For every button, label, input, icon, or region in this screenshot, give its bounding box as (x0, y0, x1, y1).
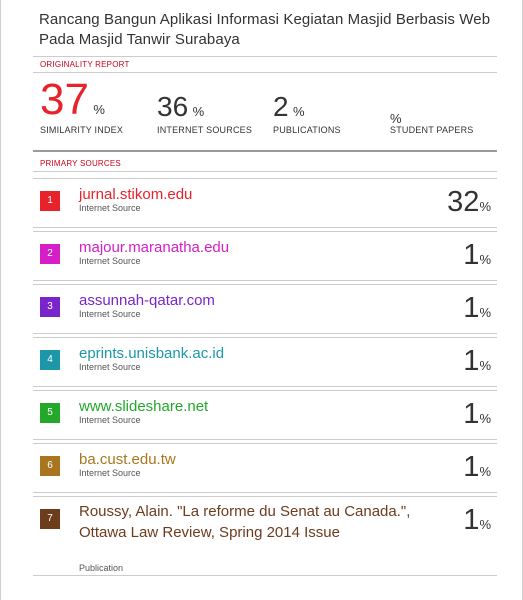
rank-badge: 4 (40, 350, 60, 370)
divider (33, 56, 497, 57)
source-percent: 1% (463, 293, 491, 323)
similarity-index-value: 37 (40, 75, 89, 124)
source-percent-value: 1 (463, 345, 479, 377)
source-name: majour.maranatha.edu (79, 238, 229, 258)
source-name: ba.cust.edu.tw (79, 450, 176, 470)
publications-label: PUBLICATIONS (273, 125, 341, 135)
source-row-1: 1 jurnal.stikom.edu Internet Source 32% (33, 178, 497, 228)
internet-sources-unit: % (193, 104, 205, 119)
publications-stat: 2 % PUBLICATIONS (273, 92, 305, 122)
divider (33, 150, 497, 152)
source-type: Internet Source (79, 415, 141, 425)
source-name: www.slideshare.net (79, 397, 208, 417)
source-row-2: 2 majour.maranatha.edu Internet Source 1… (33, 231, 497, 281)
publications-unit: % (293, 104, 305, 119)
primary-sources-label: PRIMARY SOURCES (40, 159, 121, 168)
source-row-6: 6 ba.cust.edu.tw Internet Source 1% (33, 443, 497, 493)
source-row-3: 3 assunnah-qatar.com Internet Source 1% (33, 284, 497, 334)
similarity-index-unit: % (93, 102, 105, 117)
rank-badge: 5 (40, 403, 60, 423)
source-type: Internet Source (79, 256, 141, 266)
source-row-7: 7 Roussy, Alain. "La reforme du Senat au… (33, 496, 497, 576)
left-border (0, 0, 1, 600)
similarity-index-stat: 37 % SIMILARITY INDEX (40, 78, 105, 122)
source-row-4: 4 eprints.unisbank.ac.id Internet Source… (33, 337, 497, 387)
rank-badge: 2 (40, 244, 60, 264)
source-type: Internet Source (79, 203, 141, 213)
rank-badge: 7 (40, 509, 60, 529)
source-percent: 1% (463, 399, 491, 429)
source-name: eprints.unisbank.ac.id (79, 344, 224, 364)
source-percent: 1% (463, 452, 491, 482)
source-percent-unit: % (479, 358, 491, 373)
source-percent-unit: % (479, 199, 491, 214)
source-percent: 32% (447, 187, 491, 217)
source-percent: 1% (463, 505, 491, 535)
source-percent-value: 1 (463, 451, 479, 483)
source-percent: 1% (463, 240, 491, 270)
source-row-5: 5 www.slideshare.net Internet Source 1% (33, 390, 497, 440)
divider (33, 171, 497, 172)
source-percent: 1% (463, 346, 491, 376)
internet-sources-value: 36 (157, 91, 188, 122)
source-name: jurnal.stikom.edu (79, 185, 192, 205)
source-percent-value: 1 (463, 239, 479, 271)
source-percent-value: 1 (463, 504, 479, 536)
rank-badge: 6 (40, 456, 60, 476)
source-percent-value: 1 (463, 398, 479, 430)
source-percent-unit: % (479, 305, 491, 320)
source-name: Roussy, Alain. "La reforme du Senat au C… (79, 501, 419, 543)
student-papers-label: STUDENT PAPERS (390, 125, 473, 135)
originality-report-label: ORIGINALITY REPORT (40, 60, 130, 69)
source-percent-value: 32 (447, 186, 479, 218)
source-percent-unit: % (479, 411, 491, 426)
similarity-index-label: SIMILARITY INDEX (40, 125, 123, 135)
source-type: Publication (79, 563, 123, 573)
internet-sources-stat: 36 % INTERNET SOURCES (157, 92, 204, 122)
source-percent-value: 1 (463, 292, 479, 324)
source-name: assunnah-qatar.com (79, 291, 215, 311)
source-percent-unit: % (479, 252, 491, 267)
publications-value: 2 (273, 91, 289, 122)
rank-badge: 1 (40, 191, 60, 211)
rank-badge: 3 (40, 297, 60, 317)
student-papers-stat: % STUDENT PAPERS (390, 92, 402, 122)
source-percent-unit: % (479, 464, 491, 479)
document-title: Rancang Bangun Aplikasi Informasi Kegiat… (39, 10, 509, 50)
internet-sources-label: INTERNET SOURCES (157, 125, 252, 135)
source-type: Internet Source (79, 468, 141, 478)
source-percent-unit: % (479, 517, 491, 532)
source-type: Internet Source (79, 362, 141, 372)
source-type: Internet Source (79, 309, 141, 319)
student-papers-unit: % (390, 111, 402, 126)
divider (33, 72, 497, 73)
